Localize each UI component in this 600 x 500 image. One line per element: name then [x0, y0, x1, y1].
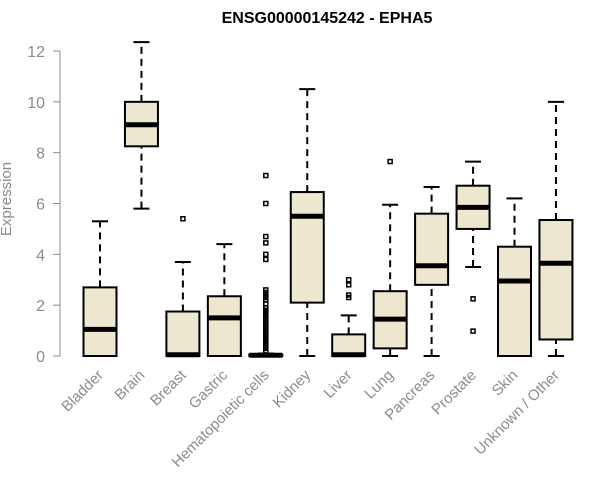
outlier-point [263, 240, 269, 246]
outlier-point [345, 294, 352, 301]
box-group [82, 220, 118, 357]
x-tick-label: Brain [111, 367, 148, 404]
box [165, 310, 201, 358]
box-group [331, 277, 367, 358]
box-group [289, 88, 325, 357]
y-tick-label: 10 [27, 95, 45, 112]
outlier-point [345, 282, 352, 288]
y-axis-title: Expression [0, 162, 15, 236]
outlier-point [263, 200, 269, 207]
x-tick-label: Lung [361, 367, 397, 403]
box-layer [82, 41, 574, 358]
outlier-point [263, 256, 269, 263]
box [497, 245, 532, 357]
outlier-point [180, 216, 186, 222]
x-tick-label: Kidney [270, 366, 315, 411]
x-tick-label: Breast [147, 366, 190, 409]
outlier-point [345, 277, 352, 283]
outlier-point [263, 172, 269, 179]
box-group [165, 216, 201, 358]
x-tick-label: Bladder [58, 367, 107, 416]
x-tick-label: Prostate [428, 367, 480, 419]
box-group [538, 100, 574, 357]
outlier-point [470, 296, 476, 302]
box-group [248, 172, 284, 358]
box-group [206, 243, 242, 358]
y-tick-label: 12 [27, 44, 45, 61]
box [289, 191, 325, 304]
box [206, 295, 242, 358]
y-tick-label: 4 [36, 247, 45, 264]
box-group [497, 197, 532, 357]
outlier-point [263, 233, 269, 240]
outlier-point [263, 251, 269, 258]
box-group [455, 160, 491, 334]
x-tick-label: Liver [321, 367, 356, 402]
box [82, 286, 118, 357]
y-tick-label: 0 [36, 349, 45, 366]
box-group [414, 185, 450, 357]
y-tick-label: 8 [36, 146, 45, 163]
axis-layer: 0 2 4 6 8 10 12 [27, 44, 61, 366]
box-group [372, 158, 408, 357]
outlier-point [263, 348, 269, 354]
outlier-point [387, 158, 393, 165]
box [538, 219, 574, 341]
box [414, 212, 450, 286]
y-tick-label: 6 [36, 197, 45, 214]
y-tick-label: 2 [36, 298, 45, 315]
outlier-point [470, 328, 476, 334]
chart-title: ENSG00000145242 - EPHA5 [222, 10, 433, 27]
x-tick-label: Skin [489, 367, 522, 400]
box-group [123, 41, 159, 210]
